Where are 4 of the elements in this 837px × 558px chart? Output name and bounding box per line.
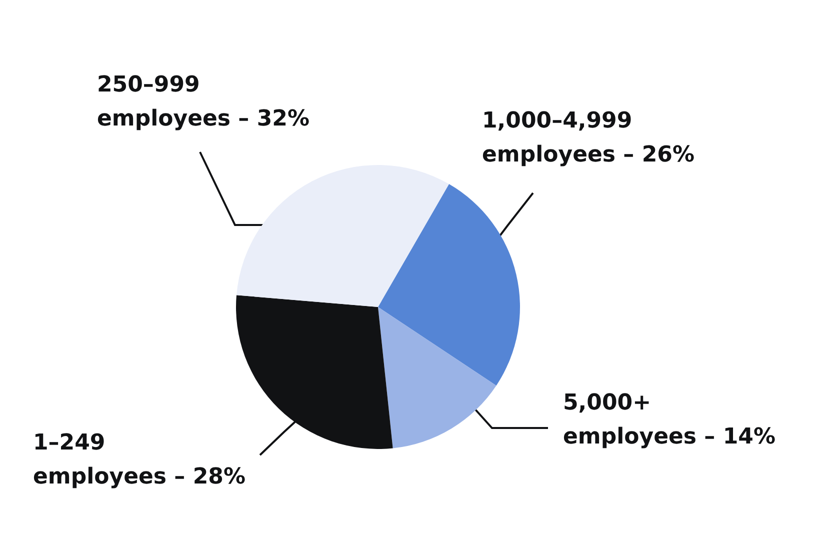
slice-label: 1,000–4,999 employees – 26% [482, 108, 695, 168]
slice-label: 5,000+ employees – 14% [563, 390, 776, 450]
slice-label: 1–249 employees – 28% [33, 430, 246, 490]
slice-label: 250–999 employees – 32% [97, 72, 310, 132]
